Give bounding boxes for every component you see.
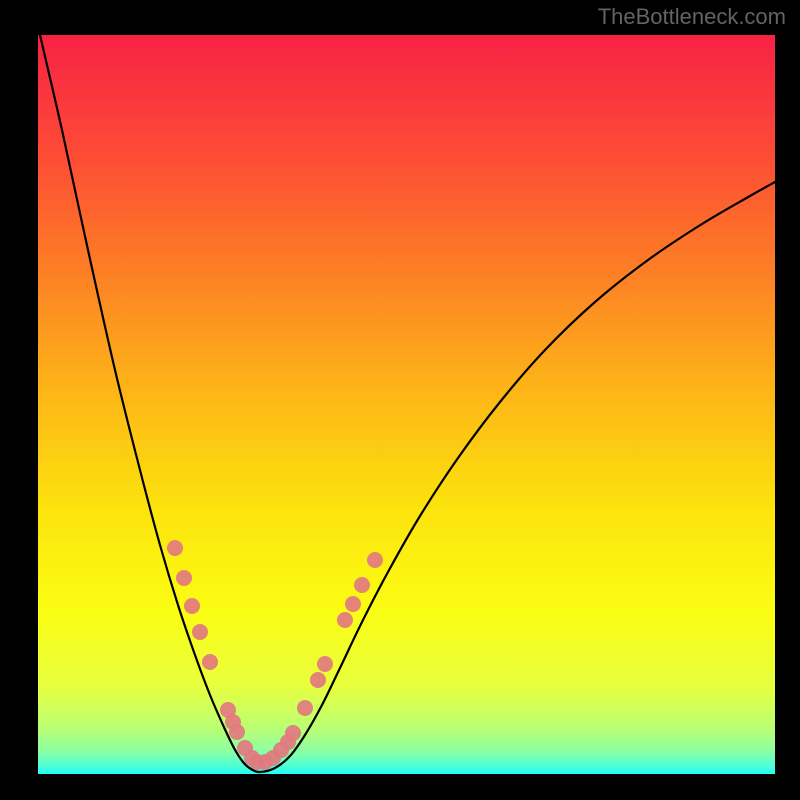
watermark-text: TheBottleneck.com xyxy=(598,4,786,30)
data-marker xyxy=(176,570,192,586)
data-marker xyxy=(229,724,245,740)
data-marker xyxy=(345,596,361,612)
data-marker xyxy=(354,577,370,593)
data-marker xyxy=(202,654,218,670)
data-marker xyxy=(285,725,301,741)
data-marker xyxy=(310,672,326,688)
data-marker xyxy=(367,552,383,568)
data-marker xyxy=(167,540,183,556)
chart-canvas: TheBottleneck.com xyxy=(0,0,800,800)
data-marker xyxy=(337,612,353,628)
plot-area xyxy=(38,35,775,774)
data-marker xyxy=(297,700,313,716)
data-marker xyxy=(317,656,333,672)
data-marker xyxy=(184,598,200,614)
data-marker xyxy=(192,624,208,640)
curve-layer xyxy=(38,35,775,774)
v-curve xyxy=(40,35,775,772)
